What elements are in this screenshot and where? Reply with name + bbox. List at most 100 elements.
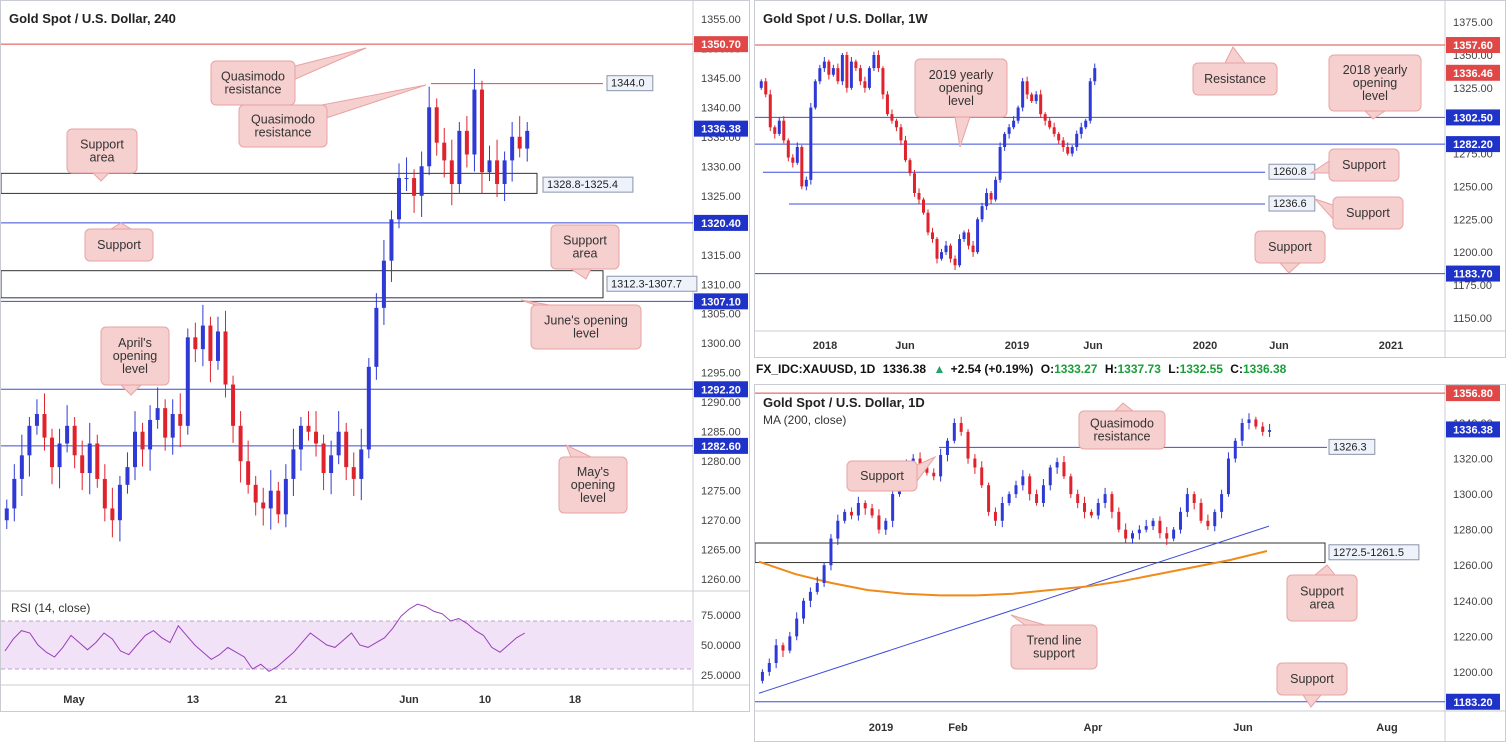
c1d-body-24	[925, 467, 929, 473]
callout-240-supportarea1-line-0: Support	[80, 138, 124, 152]
zone-label-240-1: 1328.8-1325.4	[547, 179, 618, 191]
callout-240-qm1-line-1: resistance	[225, 83, 282, 97]
zone-label-1d-0: 1326.3	[1333, 441, 1367, 453]
c240-body-14	[110, 508, 115, 521]
ma-line	[758, 550, 1268, 597]
p240-tick-19: 1260.00	[701, 574, 741, 586]
c1d-body-70	[1240, 423, 1244, 441]
chart-240-svg[interactable]: 1355.001350.001345.001340.001335.001330.…	[1, 1, 749, 711]
c1d-body-30	[966, 431, 970, 459]
level-tag-1w-4: 1183.70	[1453, 269, 1492, 281]
c1d-body-29	[959, 423, 963, 432]
c1w-body-28	[885, 94, 889, 115]
c240-body-65	[495, 160, 500, 184]
c240-body-66	[502, 160, 507, 184]
c240-body-60	[457, 130, 462, 184]
c240-body-8	[65, 425, 70, 444]
callout-240-support-pointer	[109, 222, 133, 230]
c240-body-59	[449, 160, 454, 184]
c240-body-37	[283, 478, 288, 515]
callout-240-qm1-line-0: Quasimodo	[221, 70, 285, 84]
c1d-body-64	[1199, 503, 1203, 521]
c1d-body-22	[911, 458, 915, 463]
chart-240-title: Gold Spot / U.S. Dollar, 240	[9, 11, 176, 26]
c1d-body-32	[980, 467, 984, 486]
level-tag-240-1-bg	[694, 120, 748, 137]
zone-label-1w-1-box	[1268, 195, 1316, 212]
zone-label-1w-1: 1236.6	[1273, 198, 1307, 210]
c1w-body-63	[1043, 114, 1047, 121]
ma-legend: MA (200, close)	[763, 413, 847, 427]
callout-240-june-line-0: June's opening	[544, 314, 628, 328]
callout-1w-yearly2019-box	[914, 58, 1008, 118]
time-240-3: Jun	[399, 694, 419, 706]
c1d-body-50	[1103, 494, 1107, 503]
p1w-tick-5: 1250.00	[1453, 181, 1493, 193]
c240-body-10	[80, 455, 85, 474]
time-1w-1: Jun	[895, 340, 915, 352]
p1w-tick-0: 1375.00	[1453, 17, 1493, 29]
p240-tick-15: 1280.00	[701, 456, 741, 468]
trend-line-1d	[758, 525, 1270, 694]
chart-1d-svg[interactable]: 1340.001320.001300.001280.001260.001240.…	[755, 385, 1505, 741]
time-240-4: 10	[479, 694, 491, 706]
c240-body-47	[359, 449, 364, 479]
callout-1w-support3-box	[1254, 230, 1326, 264]
c1d-body-33	[987, 485, 991, 512]
callout-240-qm2-line-0: Quasimodo	[251, 113, 315, 127]
p240-tick-11: 1300.00	[701, 338, 741, 350]
zone-label-1d-1-box	[1328, 544, 1420, 561]
c1d-body-47	[1083, 503, 1087, 512]
chart-panel-1d[interactable]: 1340.001320.001300.001280.001260.001240.…	[754, 384, 1506, 742]
chart-panel-1w[interactable]: 1375.001350.001325.001300.001275.001250.…	[754, 0, 1506, 358]
callout-1d-supportarea-line-1: area	[1309, 598, 1334, 612]
c1d-body-12	[843, 511, 847, 521]
c240-body-40	[306, 425, 311, 432]
rsi-tick-2: 25.0000	[701, 670, 741, 682]
c1w-body-62	[1039, 94, 1043, 115]
zone-240-1	[1, 270, 604, 299]
c1w-body-66	[1057, 133, 1061, 141]
level-tag-240-5-bg	[694, 437, 748, 454]
level-tag-240-3-bg	[694, 293, 748, 310]
c1d-body-73	[1261, 426, 1265, 432]
c1w-body-1	[764, 81, 768, 95]
c1d-body-41	[1041, 485, 1045, 503]
callout-240-qm2-box	[238, 104, 328, 148]
c1w-body-39	[935, 239, 939, 259]
c1w-body-15	[827, 61, 831, 75]
c1w-body-40	[940, 252, 944, 259]
c240-body-50	[381, 260, 386, 308]
c1d-body-39	[1028, 476, 1032, 495]
c1w-body-9	[800, 147, 804, 187]
c1d-body-1	[767, 663, 771, 672]
callout-240-april-line-2: level	[122, 362, 148, 376]
callout-240-april-box	[100, 326, 170, 386]
chart-1w-svg[interactable]: 1375.001350.001325.001300.001275.001250.…	[755, 1, 1505, 357]
chart-panel-240[interactable]: 1355.001350.001345.001340.001335.001330.…	[0, 0, 750, 712]
time-1w-3: Jun	[1083, 340, 1103, 352]
c1d-body-9	[822, 565, 826, 583]
c1d-body-49	[1096, 503, 1100, 516]
c1w-body-18	[840, 55, 844, 82]
c1d-body-54	[1131, 533, 1135, 539]
c1d-body-65	[1206, 520, 1210, 527]
c240-body-26	[200, 325, 205, 350]
c1w-body-0	[759, 81, 763, 88]
level-tag-240-2-bg	[694, 214, 748, 231]
c1w-body-19	[845, 55, 849, 88]
time-1d-0: 2019	[869, 722, 893, 734]
time-240-5: 18	[569, 694, 581, 706]
p240-tick-6: 1325.00	[701, 191, 741, 203]
callout-1w-support3-pointer	[1278, 262, 1302, 274]
c240-body-43	[329, 455, 334, 474]
c240-body-23	[178, 414, 183, 426]
last-price: 1336.38	[882, 362, 927, 376]
level-tag-240-4-bg	[694, 381, 748, 398]
c1w-body-6	[786, 140, 790, 158]
c1w-body-34	[912, 173, 916, 193]
c1w-body-47	[971, 245, 975, 253]
c1w-body-20	[849, 61, 853, 88]
callout-1w-resistance-box	[1192, 62, 1278, 96]
callout-1w-resistance-line-0: Resistance	[1204, 72, 1266, 86]
